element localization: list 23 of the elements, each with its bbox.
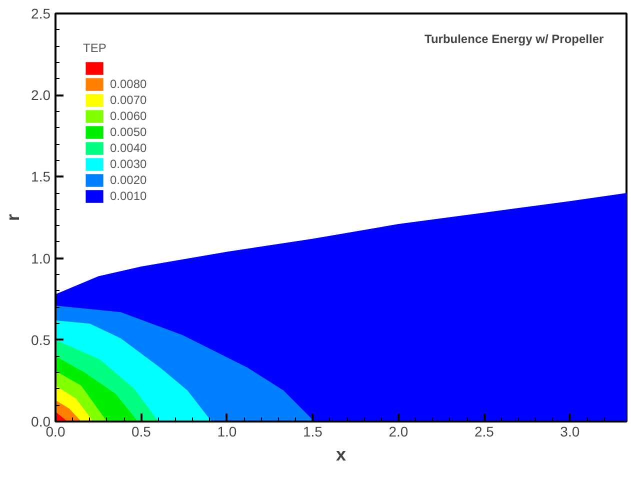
x-tick-label: 3.0 xyxy=(560,424,580,440)
legend-label: 0.0080 xyxy=(110,76,147,92)
y-tick-label: 1.0 xyxy=(31,250,51,266)
legend-label: 0.0030 xyxy=(110,156,147,172)
y-tick-label: 2.5 xyxy=(31,6,51,22)
x-tick-label: 1.0 xyxy=(217,424,237,440)
legend-label: 0.0060 xyxy=(110,108,147,124)
x-tick-label: 2.0 xyxy=(388,424,408,440)
x-tick-label: 0.5 xyxy=(132,424,152,440)
x-axis-title: x xyxy=(336,444,346,464)
legend-label: 0.0010 xyxy=(110,188,147,204)
y-tick-label: 0.5 xyxy=(31,332,51,348)
legend-title: TEP xyxy=(83,41,108,55)
x-tick-label: 2.5 xyxy=(474,424,494,440)
y-tick-label: 2.0 xyxy=(31,87,51,104)
legend-label: 0.0040 xyxy=(110,140,147,156)
x-tick-label: 1.5 xyxy=(302,424,323,440)
y-tick-label: 1.5 xyxy=(31,168,51,185)
legend-label: 0.0050 xyxy=(110,124,147,140)
legend-label: 0.0020 xyxy=(110,172,147,188)
text: Turbulence Energy w/ Propeller xyxy=(424,32,604,46)
legend-label: 0.0070 xyxy=(110,92,147,108)
y-axis-title: r xyxy=(3,214,24,221)
